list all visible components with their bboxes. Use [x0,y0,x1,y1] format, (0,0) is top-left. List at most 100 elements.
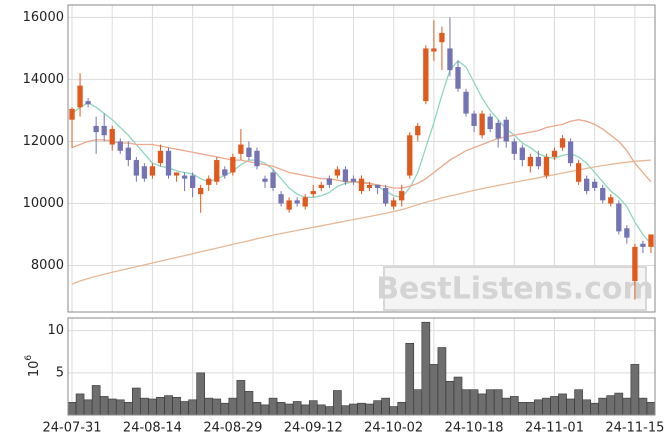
volume-bar [574,389,583,416]
volume-bar [429,364,439,416]
watermark-box [383,266,647,311]
volume-bar [518,402,527,416]
volume-bar [357,402,366,416]
volume-bar [493,389,503,416]
volume-bar [509,396,519,416]
volume-bar [558,393,567,416]
volume-bar [614,392,624,416]
volume-bar [453,376,463,416]
y-tick-label: 8000 [31,258,64,273]
label-base: 10 [27,361,42,378]
candle-body [326,178,332,185]
volume-bar [148,398,157,416]
candle-body [366,184,373,188]
volume-bar [622,397,632,416]
y-tick-label: 10 [47,323,64,338]
volume-bar [75,393,85,416]
x-tick-label: 24-07-31 [43,421,102,436]
volume-bar [67,402,77,416]
candle-body [399,191,405,201]
candle-body [600,187,606,201]
candle-body [511,141,517,154]
volume-bar [413,389,423,416]
volume-bar [140,397,149,416]
candle-body [447,48,453,71]
volume-bar [469,389,479,416]
candle-body [495,122,501,139]
y-tick-label: 16000 [23,10,64,25]
volume-bar [341,405,350,416]
x-tick-label: 24-10-02 [364,421,423,436]
candle-body [391,200,397,207]
candle-body [270,172,276,188]
candle-body [206,178,212,185]
volume-bar [115,399,125,416]
volume-bar [220,402,230,416]
candle-body [149,166,156,176]
volume-bar [316,404,326,416]
candle-body [567,141,574,164]
candle-body [157,150,164,164]
volume-bar [180,401,189,416]
volume-bar [461,389,471,416]
volume-bar [99,396,109,416]
volume-axis-label: 106 [24,355,42,378]
candle-body [189,175,196,188]
candle-body [278,194,284,204]
candle-body [214,160,220,182]
volume-bar [196,372,205,416]
candle-body [374,184,381,188]
candle-body [559,138,566,148]
volume-bar [381,397,390,416]
candle-body [165,150,172,176]
x-tick-label: 24-11-15 [605,421,664,436]
candle-body [246,147,252,157]
candle-body [463,91,469,114]
volume-bar [244,391,254,416]
candle-body [262,178,268,182]
volume-bar [300,404,310,416]
candle-body [173,172,180,176]
volume-bar [260,404,270,416]
candle-body [69,108,75,120]
volume-bar [212,398,222,416]
x-tick-label: 24-10-18 [445,421,504,436]
volume-bar [308,400,318,416]
candle-body [624,228,630,238]
candle-body [77,85,83,108]
candle-body [222,169,228,176]
candle-body [583,178,590,192]
volume-bar [534,399,543,416]
volume-bar [405,343,415,416]
candle-body [479,113,485,136]
candle-body [141,166,148,179]
volume-bar [437,347,447,416]
volume-bar [397,402,407,416]
volume-bar [566,398,575,416]
candle-body [350,178,357,182]
candle-body [407,135,413,176]
volume-bar [284,403,294,416]
volume-bar [236,380,246,416]
volume-bar [172,396,181,416]
candle-body [439,32,445,43]
volume-bar [204,397,214,416]
candle-body [181,175,188,179]
volume-bar [445,380,455,416]
candle-body [318,184,324,188]
candle-body [543,156,550,176]
candle-body [575,163,582,182]
volume-bar [349,403,358,416]
candle-body [487,116,493,130]
candle-body [503,119,509,142]
volume-bar [268,397,278,416]
volume-bar [526,402,535,416]
candle-body [254,150,260,167]
candle-body [592,181,598,188]
candle-body [93,125,99,133]
candle-body [109,129,115,145]
x-tick-label: 24-08-29 [203,421,262,436]
y-tick-label: 12000 [23,134,64,149]
volume-bar [276,402,286,416]
